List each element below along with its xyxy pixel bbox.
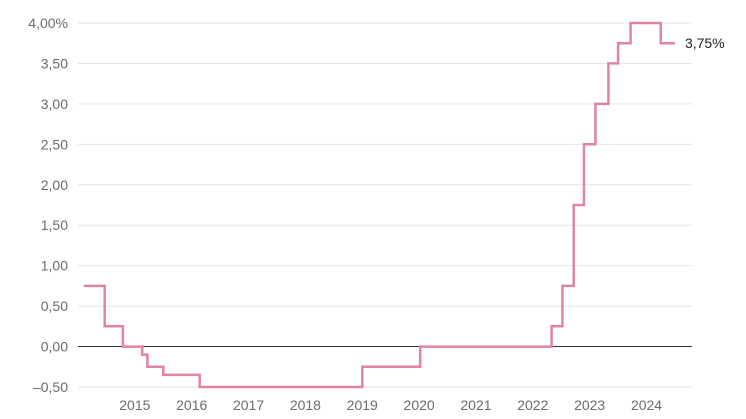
x-tick-label: 2020: [404, 397, 435, 413]
series-layer: [83, 21, 675, 389]
y-tick-label: 1,00: [41, 258, 68, 274]
y-tick-label: 3,50: [41, 55, 68, 71]
y-axis-ticks: 4,00% 3,50 3,00 2,50 2,00 1,50 1,00 0,50 0,00 –0,…: [28, 15, 68, 395]
y-tick-label: 2,00: [41, 177, 68, 193]
x-tick-label: 2015: [119, 397, 150, 413]
y-tick-label: 2,50: [41, 136, 68, 152]
x-tick-label: 2021: [460, 397, 491, 413]
x-tick-label: 2017: [233, 397, 264, 413]
x-tick-label: 2023: [574, 397, 605, 413]
y-tick-label: 1,50: [41, 217, 68, 233]
x-tick-label: 2018: [290, 397, 321, 413]
x-tick-label: 2024: [631, 397, 662, 413]
x-tick-label: 2019: [347, 397, 378, 413]
y-tick-label: 0,00: [41, 339, 68, 355]
series-line: [83, 21, 675, 389]
y-tick-label: 0,50: [41, 298, 68, 314]
y-tick-label: 4,00%: [28, 15, 68, 31]
end-value-label: 3,75%: [685, 35, 725, 51]
grid-lines: [78, 22, 692, 388]
x-tick-label: 2016: [176, 397, 207, 413]
x-axis-ticks: 2015 2016 2017 2018 2019 2020 2021 2022 2023 2024: [119, 397, 662, 413]
y-tick-label: 3,00: [41, 96, 68, 112]
x-tick-label: 2022: [517, 397, 548, 413]
y-tick-label: –0,50: [33, 379, 68, 395]
